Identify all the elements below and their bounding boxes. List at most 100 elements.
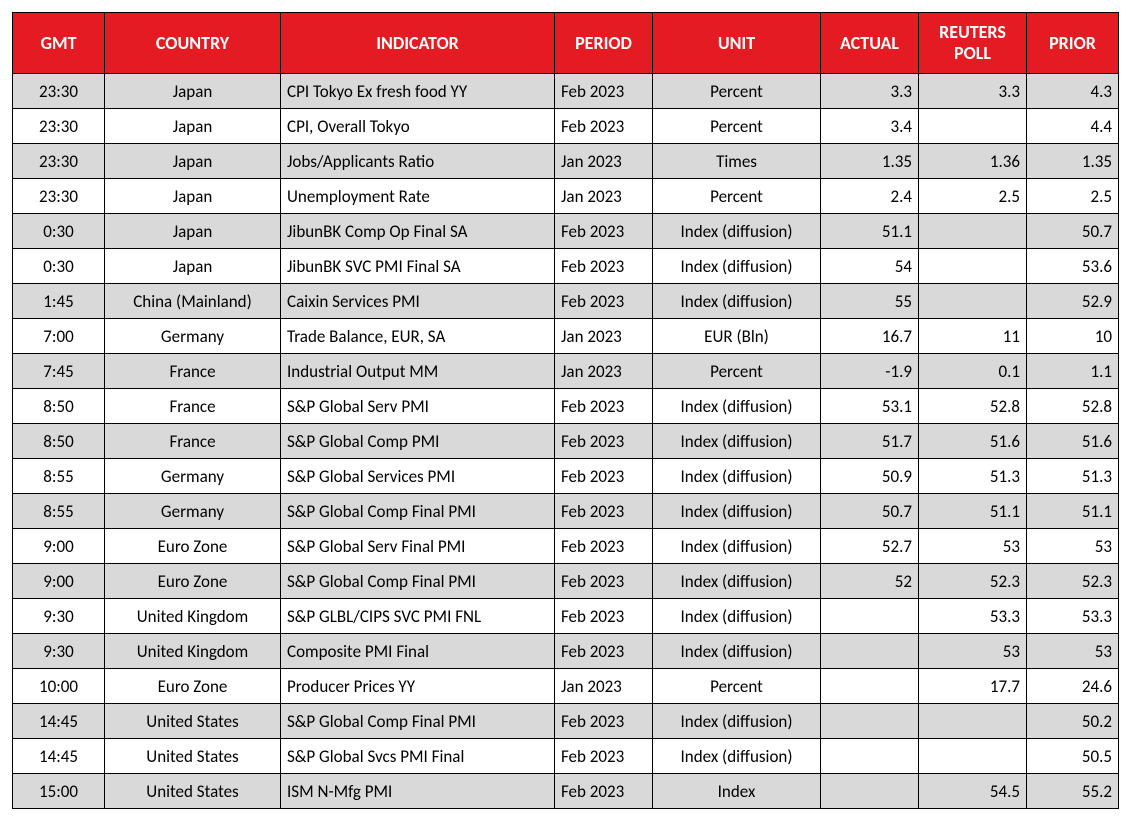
cell-actual: [821, 704, 919, 739]
cell-period: Feb 2023: [555, 389, 653, 424]
cell-period: Feb 2023: [555, 284, 653, 319]
cell-gmt: 14:45: [13, 704, 105, 739]
cell-actual: 51.1: [821, 214, 919, 249]
cell-gmt: 7:00: [13, 319, 105, 354]
cell-actual: 2.4: [821, 179, 919, 214]
cell-poll: 51.6: [919, 424, 1027, 459]
economic-calendar-table: GMT COUNTRY INDICATOR PERIOD UNIT ACTUAL…: [12, 12, 1119, 809]
table-row: 9:00Euro ZoneS&P Global Comp Final PMIFe…: [13, 564, 1119, 599]
table-row: 8:55GermanyS&P Global Services PMIFeb 20…: [13, 459, 1119, 494]
table-row: 0:30JapanJibunBK Comp Op Final SAFeb 202…: [13, 214, 1119, 249]
cell-gmt: 7:45: [13, 354, 105, 389]
cell-prior: 53.6: [1027, 249, 1119, 284]
cell-gmt: 23:30: [13, 109, 105, 144]
cell-poll: 52.8: [919, 389, 1027, 424]
cell-period: Feb 2023: [555, 739, 653, 774]
cell-period: Feb 2023: [555, 74, 653, 109]
cell-period: Feb 2023: [555, 494, 653, 529]
cell-period: Jan 2023: [555, 179, 653, 214]
cell-indicator: S&P Global Comp Final PMI: [281, 704, 555, 739]
cell-actual: 1.35: [821, 144, 919, 179]
cell-unit: Percent: [653, 354, 821, 389]
cell-actual: 51.7: [821, 424, 919, 459]
cell-unit: Index (diffusion): [653, 494, 821, 529]
cell-unit: Index (diffusion): [653, 424, 821, 459]
cell-gmt: 0:30: [13, 249, 105, 284]
col-header-indicator: INDICATOR: [281, 13, 555, 74]
col-header-unit: UNIT: [653, 13, 821, 74]
cell-period: Feb 2023: [555, 599, 653, 634]
cell-prior: 24.6: [1027, 669, 1119, 704]
cell-unit: Index (diffusion): [653, 704, 821, 739]
cell-period: Feb 2023: [555, 459, 653, 494]
cell-actual: 54: [821, 249, 919, 284]
cell-indicator: ISM N-Mfg PMI: [281, 774, 555, 809]
table-row: 8:50FranceS&P Global Serv PMIFeb 2023Ind…: [13, 389, 1119, 424]
cell-unit: Index (diffusion): [653, 739, 821, 774]
col-header-gmt: GMT: [13, 13, 105, 74]
table-row: 9:30United KingdomComposite PMI FinalFeb…: [13, 634, 1119, 669]
cell-country: China (Mainland): [105, 284, 281, 319]
cell-country: United Kingdom: [105, 634, 281, 669]
cell-poll: [919, 284, 1027, 319]
cell-period: Jan 2023: [555, 669, 653, 704]
cell-period: Feb 2023: [555, 109, 653, 144]
cell-indicator: S&P Global Comp Final PMI: [281, 494, 555, 529]
cell-prior: 4.4: [1027, 109, 1119, 144]
cell-indicator: Unemployment Rate: [281, 179, 555, 214]
cell-country: Japan: [105, 179, 281, 214]
cell-prior: 51.6: [1027, 424, 1119, 459]
cell-indicator: Composite PMI Final: [281, 634, 555, 669]
cell-country: Euro Zone: [105, 669, 281, 704]
table-row: 14:45United StatesS&P Global Comp Final …: [13, 704, 1119, 739]
cell-period: Feb 2023: [555, 249, 653, 284]
cell-actual: [821, 634, 919, 669]
cell-indicator: S&P Global Comp Final PMI: [281, 564, 555, 599]
cell-unit: Percent: [653, 109, 821, 144]
cell-unit: Index (diffusion): [653, 284, 821, 319]
cell-gmt: 8:55: [13, 459, 105, 494]
cell-prior: 51.1: [1027, 494, 1119, 529]
cell-unit: Index (diffusion): [653, 564, 821, 599]
table-row: 23:30JapanJobs/Applicants RatioJan 2023T…: [13, 144, 1119, 179]
cell-actual: 53.1: [821, 389, 919, 424]
cell-period: Jan 2023: [555, 354, 653, 389]
cell-gmt: 8:55: [13, 494, 105, 529]
cell-indicator: Jobs/Applicants Ratio: [281, 144, 555, 179]
table-row: 10:00Euro ZoneProducer Prices YYJan 2023…: [13, 669, 1119, 704]
cell-indicator: S&P Global Svcs PMI Final: [281, 739, 555, 774]
cell-poll: [919, 214, 1027, 249]
cell-poll: 51.1: [919, 494, 1027, 529]
table-row: 1:45China (Mainland)Caixin Services PMIF…: [13, 284, 1119, 319]
cell-prior: 50.5: [1027, 739, 1119, 774]
cell-gmt: 23:30: [13, 74, 105, 109]
cell-country: Germany: [105, 459, 281, 494]
cell-actual: -1.9: [821, 354, 919, 389]
cell-prior: 4.3: [1027, 74, 1119, 109]
cell-country: France: [105, 354, 281, 389]
cell-gmt: 9:30: [13, 599, 105, 634]
cell-period: Feb 2023: [555, 564, 653, 599]
cell-country: Euro Zone: [105, 529, 281, 564]
cell-unit: Times: [653, 144, 821, 179]
table-row: 23:30JapanUnemployment RateJan 2023Perce…: [13, 179, 1119, 214]
cell-prior: 53.3: [1027, 599, 1119, 634]
table-row: 15:00United StatesISM N-Mfg PMIFeb 2023I…: [13, 774, 1119, 809]
cell-prior: 50.7: [1027, 214, 1119, 249]
table-row: 23:30JapanCPI Tokyo Ex fresh food YYFeb …: [13, 74, 1119, 109]
cell-poll: 54.5: [919, 774, 1027, 809]
cell-poll: [919, 704, 1027, 739]
cell-poll: 17.7: [919, 669, 1027, 704]
cell-prior: 50.2: [1027, 704, 1119, 739]
cell-country: Japan: [105, 249, 281, 284]
cell-unit: Percent: [653, 74, 821, 109]
cell-poll: 53: [919, 529, 1027, 564]
cell-poll: 0.1: [919, 354, 1027, 389]
table-row: 0:30JapanJibunBK SVC PMI Final SAFeb 202…: [13, 249, 1119, 284]
cell-gmt: 10:00: [13, 669, 105, 704]
cell-gmt: 8:50: [13, 389, 105, 424]
cell-country: United States: [105, 704, 281, 739]
cell-prior: 2.5: [1027, 179, 1119, 214]
cell-indicator: S&P Global Comp PMI: [281, 424, 555, 459]
cell-actual: [821, 739, 919, 774]
